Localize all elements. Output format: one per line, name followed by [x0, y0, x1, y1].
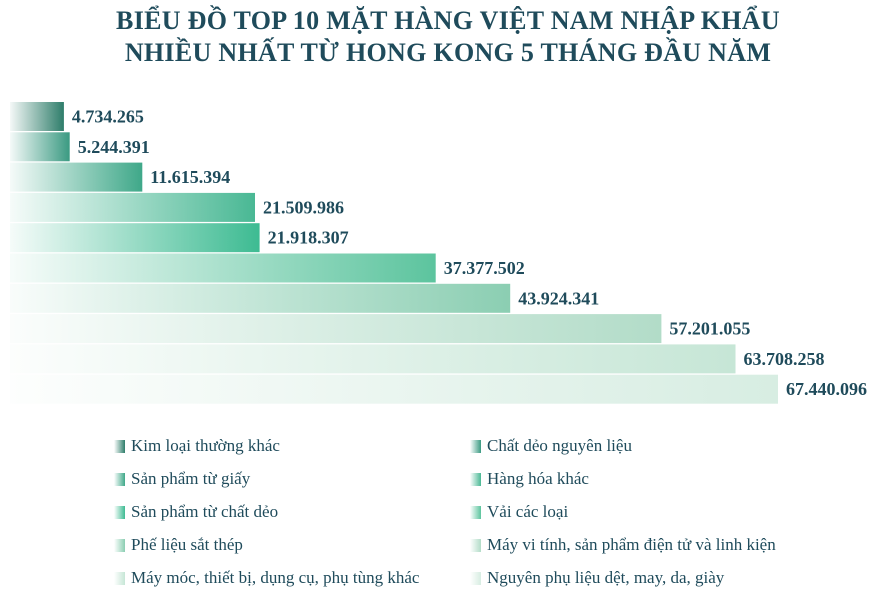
value-label-10: 67.440.096 [786, 379, 867, 399]
value-label-5: 21.918.307 [268, 228, 349, 248]
bar-8 [10, 314, 662, 344]
bar-5 [10, 223, 260, 253]
chart-title-line1: BIỂU ĐỒ TOP 10 MẶT HÀNG VIỆT NAM NHẬP KH… [116, 6, 780, 35]
bar-10 [10, 374, 778, 404]
value-label-1: 4.734.265 [72, 107, 144, 127]
value-label-3: 11.615.394 [150, 167, 230, 187]
value-label-7: 43.924.341 [518, 288, 599, 308]
bar-9 [10, 344, 736, 374]
value-label-9: 63.708.258 [744, 349, 825, 369]
value-label-6: 37.377.502 [444, 258, 525, 278]
chart-title-line2: NHIỀU NHẤT TỪ HONG KONG 5 THÁNG ĐẦU NĂM [124, 38, 772, 67]
value-label-2: 5.244.391 [78, 137, 150, 157]
value-label-8: 57.201.055 [669, 319, 750, 339]
bar-1 [10, 102, 64, 131]
value-label-4: 21.509.986 [263, 197, 344, 217]
bar-3 [10, 162, 143, 192]
bar-4 [10, 192, 255, 222]
bar-6 [10, 253, 436, 283]
bar-7 [10, 283, 511, 313]
bar-2 [10, 132, 70, 162]
